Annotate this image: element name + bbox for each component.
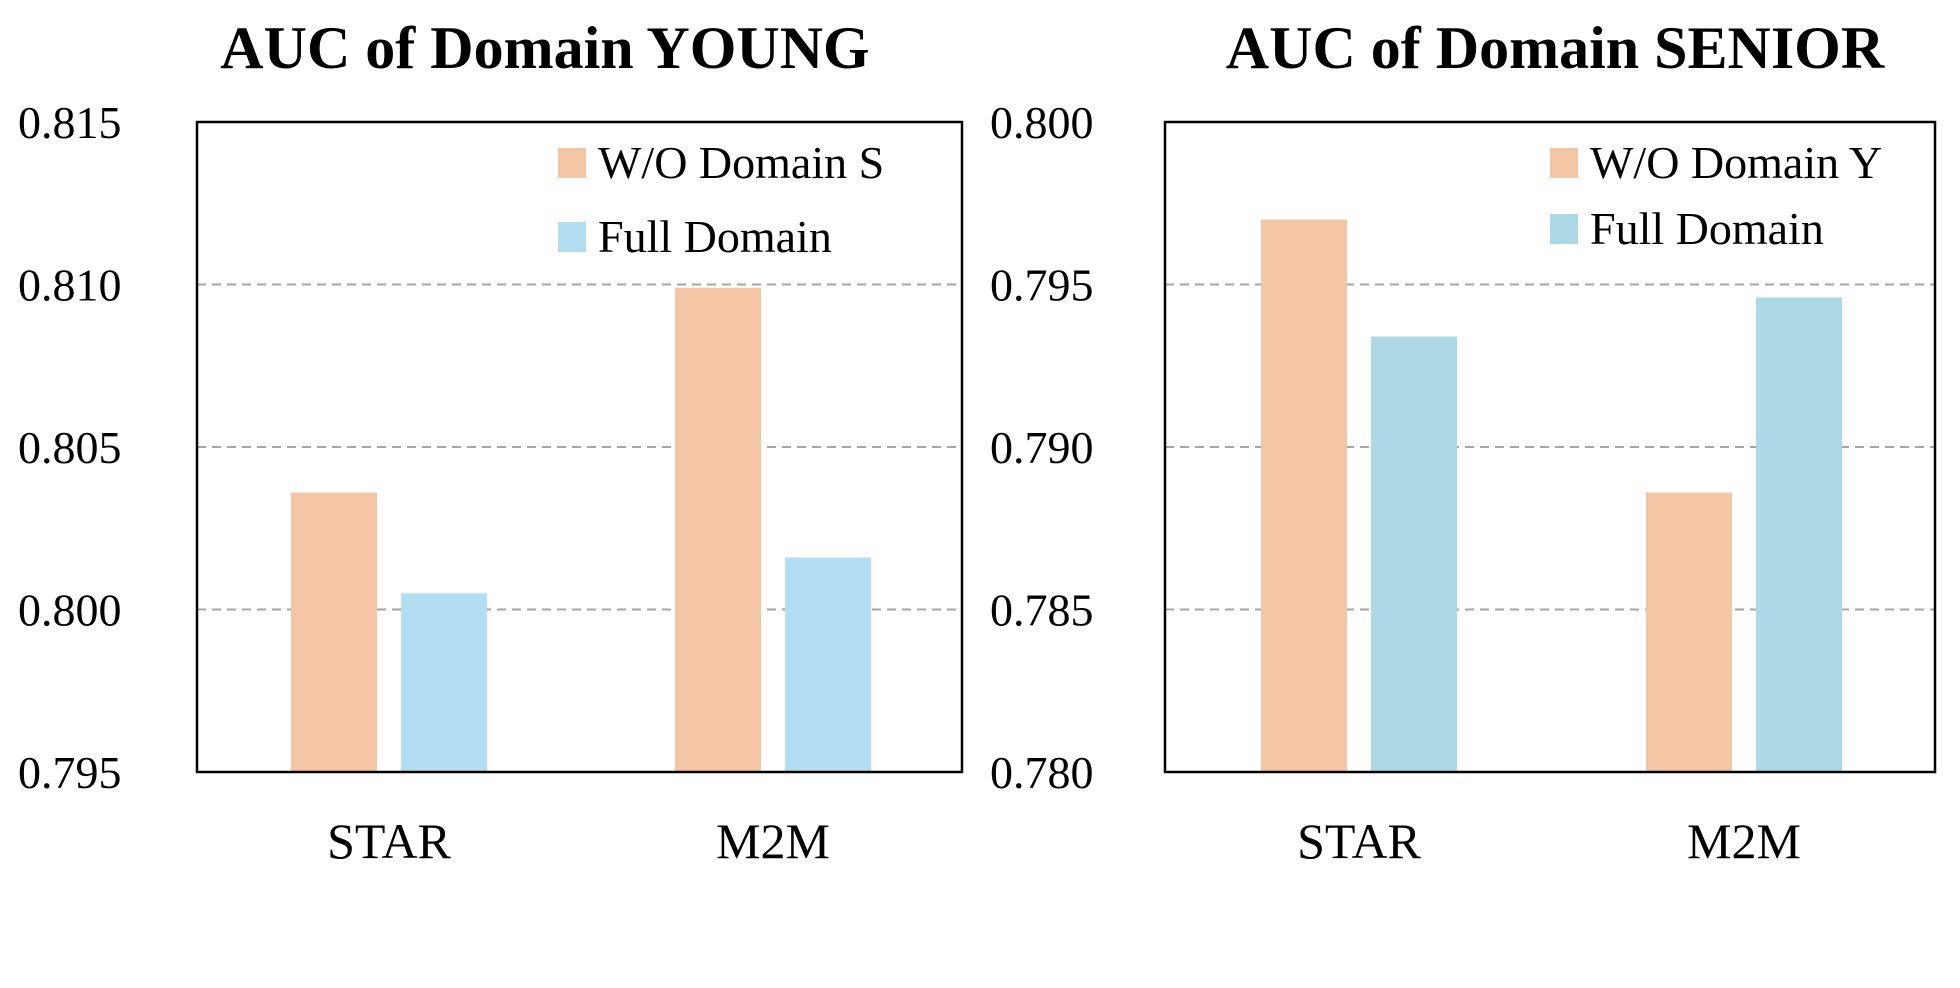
chart-title: AUC of Domain SENIOR <box>1226 15 1885 81</box>
bar-series-a <box>675 287 761 772</box>
plot-frame <box>195 120 964 774</box>
y-tick-label: 0.785 <box>990 585 1094 636</box>
x-category-label: M2M <box>1687 813 1801 869</box>
bar-series-b <box>1756 297 1842 772</box>
legend-swatch <box>1550 148 1578 178</box>
y-tick-label: 0.780 <box>990 747 1094 798</box>
y-tick-label: 0.795 <box>990 260 1094 311</box>
chart-title: AUC of Domain YOUNG <box>220 15 869 81</box>
bar-series-b <box>785 557 871 772</box>
x-category-label: M2M <box>716 813 830 869</box>
y-tick-label: 0.805 <box>18 422 122 473</box>
legend-swatch <box>1550 214 1578 244</box>
legend-entry: Full Domain <box>598 211 832 262</box>
plot-frame <box>1163 120 1937 774</box>
y-tick-label: 0.800 <box>18 585 122 636</box>
x-category-label: STAR <box>1297 813 1421 869</box>
bar-series-b <box>1371 336 1457 772</box>
legend-swatch <box>558 148 586 178</box>
bar-series-a <box>291 492 377 772</box>
bar-series-a <box>1646 492 1732 772</box>
chart-young: AUC of Domain YOUNG 0.795 0.800 0.805 0.810 0… <box>18 15 964 869</box>
y-tick-label: 0.795 <box>18 747 122 798</box>
y-tick-label: 0.810 <box>18 260 122 311</box>
bar-series-b <box>401 593 487 772</box>
legend-entry: W/O Domain Y <box>1590 137 1882 188</box>
bar-series-a <box>1261 219 1347 772</box>
chart-senior: AUC of Domain SENIOR 0.780 0.785 0.790 0.795… <box>990 15 1937 869</box>
y-tick-label: 0.790 <box>990 422 1094 473</box>
legend-entry: W/O Domain S <box>598 137 884 188</box>
y-tick-label: 0.800 <box>990 97 1094 148</box>
y-tick-label: 0.815 <box>18 97 122 148</box>
legend-swatch <box>558 222 586 252</box>
legend-entry: Full Domain <box>1590 203 1824 254</box>
x-category-label: STAR <box>327 813 451 869</box>
